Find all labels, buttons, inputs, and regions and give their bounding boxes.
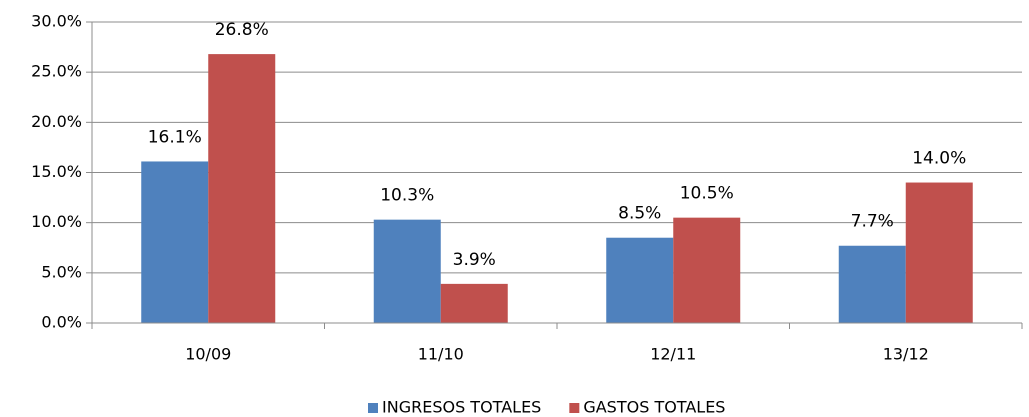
x-tick-label: 11/10 — [418, 345, 464, 364]
y-tick-label: 5.0% — [41, 262, 82, 281]
value-label: 26.8% — [215, 20, 269, 40]
value-label: 10.3% — [380, 186, 434, 206]
y-tick-label: 15.0% — [31, 162, 82, 181]
bar — [141, 161, 209, 323]
legend-label: INGRESOS TOTALES — [382, 398, 541, 417]
bar — [440, 283, 508, 323]
y-tick-label: 10.0% — [31, 212, 82, 231]
y-tick-label: 20.0% — [31, 112, 82, 131]
x-tick-label: 10/09 — [185, 345, 231, 364]
value-label: 16.1% — [148, 127, 202, 147]
bar — [606, 237, 674, 323]
x-tick-label: 12/11 — [650, 345, 696, 364]
value-label: 10.5% — [680, 184, 734, 204]
y-tick-label: 30.0% — [31, 12, 82, 31]
bar — [208, 54, 276, 324]
bar — [838, 245, 906, 323]
x-tick-label: 13/12 — [883, 345, 929, 364]
legend-label: GASTOS TOTALES — [583, 398, 725, 417]
legend-swatch — [569, 403, 580, 413]
y-tick-label: 0.0% — [41, 313, 82, 332]
value-label: 14.0% — [912, 149, 966, 169]
y-tick-label: 25.0% — [31, 62, 82, 81]
legend-swatch — [368, 403, 378, 413]
bar — [673, 217, 741, 323]
value-label: 7.7% — [851, 212, 894, 232]
bar — [905, 182, 973, 323]
value-label: 8.5% — [618, 204, 661, 224]
value-label: 3.9% — [453, 250, 496, 270]
bar — [373, 219, 441, 323]
